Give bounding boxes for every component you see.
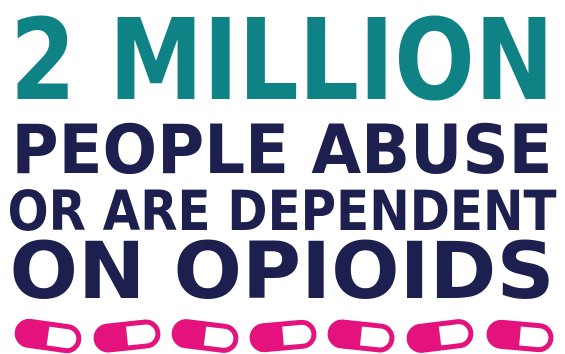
capsule-icon (327, 319, 395, 353)
capsule-icon (14, 318, 82, 354)
pills-row (14, 318, 554, 354)
capsule-icon (93, 319, 161, 353)
capsule-icon (486, 319, 554, 353)
capsule-icon (406, 319, 474, 353)
headline-line-3: ON OPIOIDS (10, 227, 555, 317)
capsule-icon (249, 319, 317, 353)
headline-number: 2 MILLION (10, 0, 554, 126)
headline-line-1: PEOPLE ABUSE (12, 111, 553, 190)
capsule-icon (171, 319, 239, 353)
headline-line-2: OR ARE DEPENDENT (8, 179, 557, 243)
